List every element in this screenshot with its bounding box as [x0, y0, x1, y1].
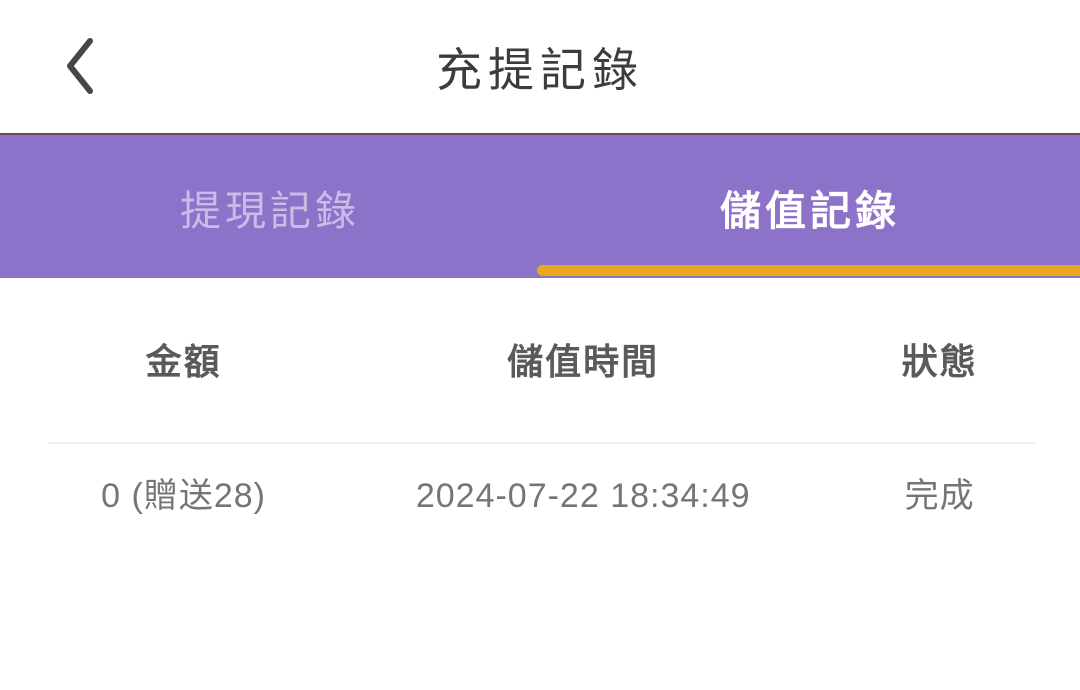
back-button[interactable] [48, 28, 112, 104]
column-header-amount: 金額 [145, 341, 222, 382]
tab-deposit-records[interactable]: 儲值記錄 [540, 135, 1080, 278]
column-header-status: 狀態 [901, 341, 978, 382]
tab-withdraw-label: 提現記錄 [180, 187, 360, 234]
cell-deposit-time: 2024-07-22 18:34:49 [415, 477, 751, 515]
cell-status: 完成 [904, 477, 975, 515]
table-divider [48, 442, 1035, 444]
table-row: 0 (贈送28) 2024-07-22 18:34:49 完成 [0, 472, 1080, 520]
page-title: 充提記錄 [436, 43, 644, 96]
cell-amount: 0 (贈送28) [101, 477, 266, 515]
deposit-records-table: 金額 儲值時間 狀態 0 (贈送28) 2024-07-22 18:34:49 … [0, 278, 1080, 520]
column-header-deposit-time: 儲值時間 [507, 341, 660, 382]
chevron-left-icon [67, 38, 93, 94]
tab-withdraw-records[interactable]: 提現記錄 [0, 135, 540, 278]
tab-deposit-label: 儲值記錄 [720, 187, 900, 234]
active-tab-indicator [537, 265, 1080, 276]
top-bar: 充提記錄 [0, 0, 1080, 135]
table-header-row: 金額 儲值時間 狀態 [0, 333, 1080, 385]
tab-bar: 提現記錄 儲值記錄 [0, 135, 1080, 278]
